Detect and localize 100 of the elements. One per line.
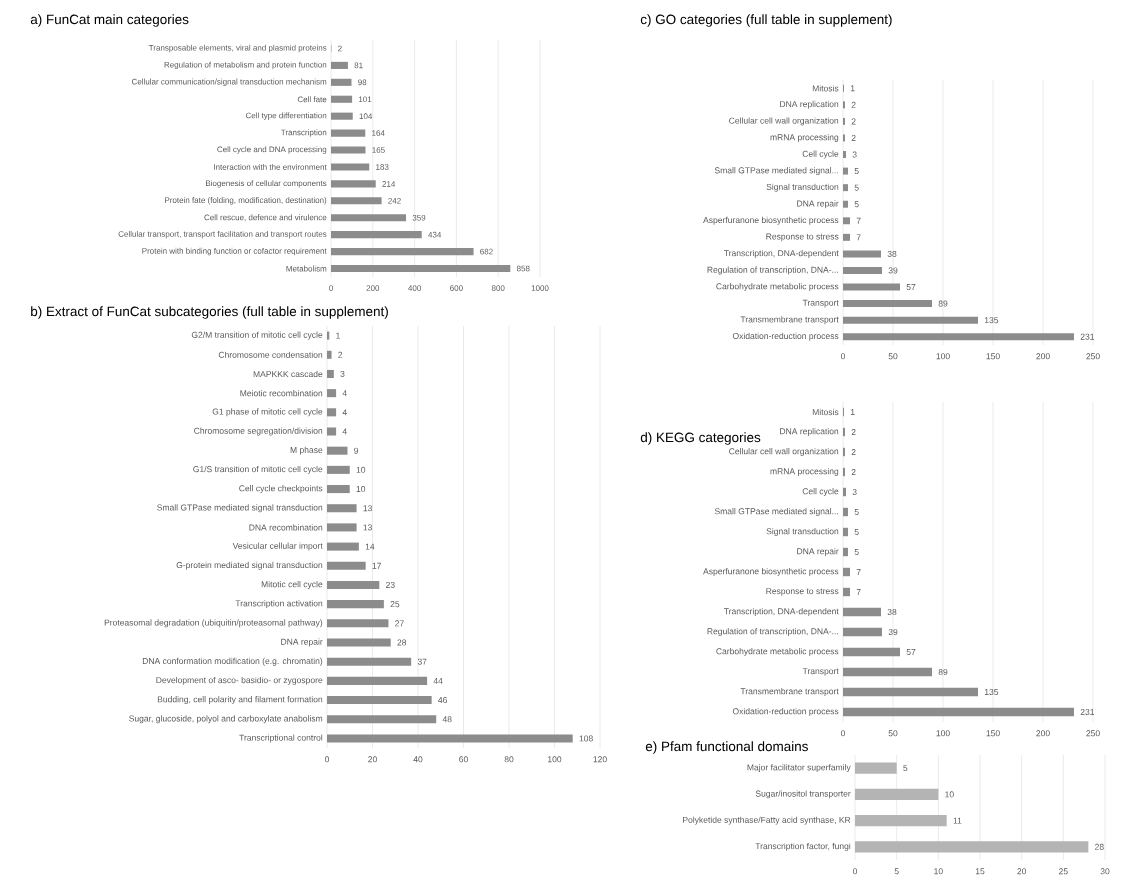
bar bbox=[843, 266, 883, 274]
x-tick-label: 20 bbox=[368, 756, 377, 763]
data-label: 108 bbox=[579, 735, 593, 742]
data-label: 165 bbox=[372, 147, 385, 153]
y-tick-label: Cell cycle bbox=[802, 488, 839, 496]
bar bbox=[327, 542, 359, 551]
x-tick-label: 250 bbox=[1086, 353, 1100, 360]
bar bbox=[843, 667, 933, 677]
y-tick-label: Signal transduction bbox=[766, 183, 839, 192]
x-tick-label: 200 bbox=[366, 285, 380, 291]
y-tick-label: mRNA processing bbox=[770, 468, 839, 476]
y-tick-label: DNA repair bbox=[797, 200, 839, 209]
data-label: 2 bbox=[851, 134, 856, 141]
data-label: 5 bbox=[854, 549, 859, 555]
bar bbox=[327, 580, 380, 589]
y-tick-label: Polyketide synthase/Fatty acid synthase, KR bbox=[683, 816, 851, 825]
bar bbox=[855, 762, 897, 774]
data-label: 14 bbox=[365, 543, 375, 550]
bar bbox=[331, 95, 353, 103]
bar bbox=[327, 561, 366, 570]
y-tick-label: Sugar/inositol transporter bbox=[755, 790, 851, 799]
bar bbox=[327, 408, 337, 417]
bar bbox=[843, 233, 851, 241]
y-tick-label: Transcription factor, fungi bbox=[755, 842, 851, 851]
x-tick-label: 1000 bbox=[531, 285, 549, 291]
bar bbox=[843, 283, 901, 291]
y-tick-label: Cell cycle and DNA processing bbox=[217, 146, 327, 154]
bar bbox=[331, 163, 370, 171]
y-tick-label: DNA conformation modification (e.g. chromatin) bbox=[142, 657, 323, 666]
data-label: 231 bbox=[1080, 708, 1095, 716]
bar bbox=[843, 151, 847, 159]
y-tick-label: Cell cycle checkpoints bbox=[239, 485, 323, 494]
y-tick-label: DNA replication bbox=[780, 100, 839, 109]
data-label: 164 bbox=[372, 130, 385, 136]
y-tick-label: Oxidation-reduction process bbox=[732, 332, 839, 341]
y-tick-label: Development of asco- basidio- or zygospore bbox=[156, 676, 323, 685]
x-tick-label: 0 bbox=[840, 730, 846, 737]
y-tick-label: Small GTPase mediated signal... bbox=[714, 167, 838, 176]
y-tick-label: Protein with binding function or cofactor requirement bbox=[142, 247, 327, 256]
y-tick-label: Chromosome condensation bbox=[218, 351, 323, 358]
y-tick-label: G-protein mediated signal transduction bbox=[176, 561, 323, 570]
x-tick-label: 50 bbox=[888, 353, 898, 360]
x-tick-label: 250 bbox=[1086, 730, 1100, 737]
x-tick-label: 100 bbox=[548, 756, 562, 763]
bar bbox=[331, 248, 474, 256]
x-tick-label: 40 bbox=[413, 756, 423, 763]
bar bbox=[855, 788, 939, 800]
bar bbox=[843, 250, 882, 258]
y-tick-label: Transcription bbox=[280, 129, 327, 137]
x-tick-label: 20 bbox=[1017, 868, 1027, 875]
bar bbox=[327, 504, 357, 513]
y-tick-label: Sugar, glucoside, polyol and carboxylate anabolism bbox=[129, 715, 323, 724]
data-label: 7 bbox=[856, 234, 861, 241]
y-tick-label: G1 phase of mitotic cell cycle bbox=[212, 408, 323, 417]
data-label: 27 bbox=[395, 620, 404, 627]
bar bbox=[843, 134, 846, 142]
y-tick-label: DNA replication bbox=[780, 428, 839, 436]
data-label: 5 bbox=[903, 765, 908, 772]
bar bbox=[843, 117, 846, 125]
text: b) Extract of FunCat subcategories (full table in supplement) bbox=[31, 306, 388, 319]
data-label: 13 bbox=[363, 505, 372, 512]
y-tick-label: Protein fate (folding, modification, destination) bbox=[165, 197, 327, 205]
bar bbox=[843, 687, 979, 697]
x-tick-label: 150 bbox=[986, 730, 1000, 737]
x-tick-label: 600 bbox=[450, 285, 463, 291]
bar bbox=[843, 647, 901, 657]
bar bbox=[843, 627, 883, 637]
y-tick-label: Regulation of metabolism and protein function bbox=[164, 61, 327, 70]
bar bbox=[327, 657, 412, 666]
data-label: 17 bbox=[372, 562, 381, 569]
y-tick-label: G2/M transition of mitotic cell cycle bbox=[191, 331, 323, 340]
y-tick-label: M phase bbox=[290, 446, 323, 455]
data-label: 98 bbox=[358, 79, 367, 86]
y-tick-label: Transcription, DNA-dependent bbox=[723, 608, 839, 616]
bar bbox=[843, 300, 933, 308]
data-label: 183 bbox=[376, 164, 389, 170]
data-label: 37 bbox=[417, 658, 427, 665]
data-label: 81 bbox=[354, 62, 363, 69]
data-label: 104 bbox=[359, 113, 373, 120]
bar bbox=[843, 467, 846, 477]
bar bbox=[327, 350, 332, 359]
y-tick-label: Regulation of transcription, DNA-... bbox=[707, 628, 838, 636]
data-label: 2 bbox=[851, 101, 856, 108]
data-label: 1 bbox=[336, 332, 340, 339]
x-tick-label: 800 bbox=[491, 285, 505, 291]
y-tick-label: Proteasomal degradation (ubiquitin/proteasomal pathway) bbox=[104, 619, 323, 628]
x-tick-label: 25 bbox=[1059, 868, 1068, 875]
y-tick-label: mRNA processing bbox=[770, 133, 839, 142]
bar bbox=[327, 446, 348, 455]
x-tick-label: 120 bbox=[593, 756, 607, 763]
data-label: 10 bbox=[945, 791, 954, 798]
y-tick-label: Carbohydrate metabolic process bbox=[716, 283, 839, 292]
bar bbox=[327, 485, 350, 494]
data-label: 858 bbox=[516, 265, 530, 272]
bar bbox=[331, 180, 376, 188]
y-tick-label: Small GTPase mediated signal... bbox=[714, 508, 838, 516]
bar bbox=[327, 734, 573, 743]
y-tick-label: DNA repair bbox=[281, 638, 323, 647]
bar bbox=[331, 214, 407, 222]
y-tick-label: Meiotic recombination bbox=[240, 390, 323, 397]
